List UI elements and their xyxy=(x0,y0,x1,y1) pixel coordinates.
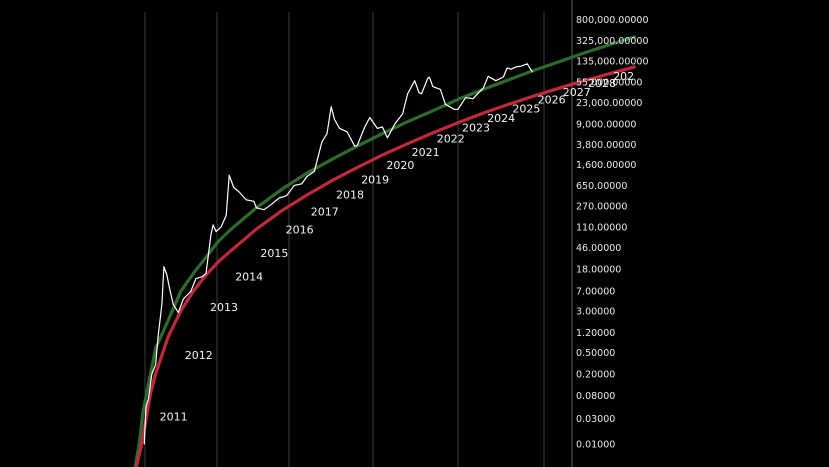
year-label-2011: 2011 xyxy=(160,410,188,423)
year-label-2020: 2020 xyxy=(386,159,414,172)
year-label-2022: 2022 xyxy=(437,132,465,145)
year-label-202: 202 xyxy=(613,70,634,83)
y-axis-tick-labels: 800,000.00000 325,000.00000 135,000.00000 5… xyxy=(576,15,649,451)
upper-band-line xyxy=(133,35,637,467)
y-tick-label: 110.00000 xyxy=(576,222,627,233)
y-tick-label: 55,000.00000 xyxy=(576,77,642,88)
y-tick-label: 3.00000 xyxy=(576,306,615,317)
year-label-2015: 2015 xyxy=(260,247,288,260)
year-label-2025: 2025 xyxy=(512,103,540,116)
y-tick-label: 650.00000 xyxy=(576,181,627,192)
year-label-2018: 2018 xyxy=(336,188,364,201)
year-label-2021: 2021 xyxy=(412,146,440,159)
y-tick-label: 0.50000 xyxy=(576,348,615,359)
y-tick-label: 1.20000 xyxy=(576,328,615,339)
year-label-2012: 2012 xyxy=(185,349,213,362)
y-tick-label: 23,000.00000 xyxy=(576,98,642,109)
y-tick-label: 0.08000 xyxy=(576,391,615,402)
y-tick-label: 9,000.00000 xyxy=(576,120,636,131)
lower-band-line xyxy=(135,65,637,467)
year-label-2017: 2017 xyxy=(311,205,339,218)
year-label-2024: 2024 xyxy=(487,112,515,125)
y-tick-label: 1,600.00000 xyxy=(576,160,636,171)
y-tick-label: 135,000.00000 xyxy=(576,57,649,68)
year-label-2023: 2023 xyxy=(462,121,490,134)
vertical-gridlines xyxy=(144,12,545,467)
y-tick-label: 46.00000 xyxy=(576,243,621,254)
y-tick-label: 0.01000 xyxy=(576,440,615,451)
year-label-2026: 2026 xyxy=(538,93,566,106)
y-tick-label: 0.03000 xyxy=(576,414,615,425)
year-label-2014: 2014 xyxy=(235,271,263,284)
y-tick-label: 270.00000 xyxy=(576,201,627,212)
price-line xyxy=(143,63,533,445)
year-label-2019: 2019 xyxy=(361,173,389,186)
y-tick-label: 3,800.00000 xyxy=(576,140,636,151)
y-tick-label: 7.00000 xyxy=(576,287,615,298)
y-tick-label: 800,000.00000 xyxy=(576,15,649,26)
series-layer xyxy=(133,35,637,467)
year-label-2016: 2016 xyxy=(286,224,314,237)
y-tick-label: 18.00000 xyxy=(576,265,621,276)
year-label-2028: 2028 xyxy=(588,77,616,90)
year-labels: 2011201220132014201520162017201820192020… xyxy=(160,70,635,424)
year-label-2013: 2013 xyxy=(210,301,238,314)
y-tick-label: 325,000.00000 xyxy=(576,36,649,47)
y-tick-label: 0.20000 xyxy=(576,370,615,381)
year-label-2027: 2027 xyxy=(563,86,591,99)
